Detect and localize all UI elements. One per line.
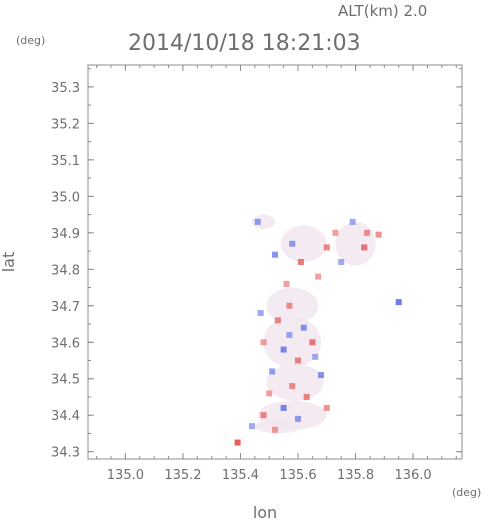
data-cell [303, 393, 310, 400]
y-tick-label: 35.2 [51, 117, 80, 132]
data-cell [318, 372, 325, 379]
y-tick-label: 34.6 [51, 336, 80, 351]
data-cell [286, 331, 293, 338]
data-cell [349, 218, 356, 225]
x-tick-label: 135.6 [279, 468, 316, 483]
data-cell [272, 251, 278, 258]
x-tick-label: 135.4 [222, 468, 259, 483]
x-tick-label: 135.8 [337, 468, 374, 483]
data-cell [266, 390, 273, 397]
y-tick-label: 34.5 [51, 373, 80, 388]
altitude-label: ALT(km) 2.0 [338, 2, 427, 20]
y-tick-label: 34.9 [51, 227, 80, 242]
data-cell [300, 324, 307, 331]
data-cell [323, 244, 330, 251]
data-cell [280, 346, 287, 353]
data-cell [289, 383, 296, 390]
data-cell [286, 302, 293, 309]
y-tick-label: 34.3 [51, 446, 80, 461]
data-cell [283, 280, 290, 287]
y-tick-label: 35.3 [51, 81, 80, 96]
echo-coverage-region [280, 225, 327, 262]
y-unit-label: (deg) [16, 34, 45, 47]
data-cell [332, 229, 339, 236]
data-cell [295, 415, 302, 422]
y-axis-label: lat [0, 252, 18, 273]
chart-title: 2014/10/18 18:21:03 [128, 31, 361, 56]
data-cell [289, 240, 296, 247]
x-tick-label: 136.0 [394, 468, 431, 483]
data-cell [338, 259, 345, 265]
x-tick-label: 135.0 [107, 468, 144, 483]
data-cell [269, 368, 276, 375]
data-cell [257, 310, 264, 317]
data-cell [280, 404, 287, 411]
echo-coverage-region [266, 364, 324, 401]
data-cell [260, 412, 267, 419]
x-axis-ticks: 135.0 135.2 135.4 135.6 135.8 136.0 [96, 65, 457, 483]
y-tick-label: 34.8 [51, 263, 80, 278]
data-cell [312, 353, 319, 360]
x-axis-label: lon [253, 503, 277, 521]
x-tick-label: 135.2 [164, 468, 201, 483]
echo-coverage-region [251, 214, 275, 230]
y-tick-label: 35.0 [51, 190, 80, 205]
data-cell [295, 357, 302, 364]
data-cell [297, 259, 304, 265]
plot-frame [87, 64, 463, 460]
y-tick-label: 34.7 [51, 300, 80, 315]
data-cell [272, 426, 278, 433]
echo-coverage-region [254, 418, 301, 434]
data-cell [361, 244, 368, 251]
data-cell [364, 229, 371, 236]
data-cell [315, 273, 322, 280]
y-axis-ticks: 34.3 34.4 34.5 34.6 34.7 34.8 34.9 35.0 35.1 35.2… [51, 68, 462, 461]
data-cell [274, 317, 281, 324]
data-cell [309, 339, 316, 346]
data-cell [254, 218, 261, 225]
data-cell [323, 404, 330, 411]
data-cell [375, 231, 382, 238]
y-tick-label: 35.1 [51, 154, 80, 169]
data-cell [248, 423, 255, 430]
data-cell [260, 339, 267, 346]
y-tick-label: 34.4 [51, 409, 80, 424]
data-cell [234, 439, 241, 446]
x-unit-label: (deg) [452, 486, 481, 499]
plot-area [234, 214, 402, 446]
data-cell [395, 299, 402, 306]
